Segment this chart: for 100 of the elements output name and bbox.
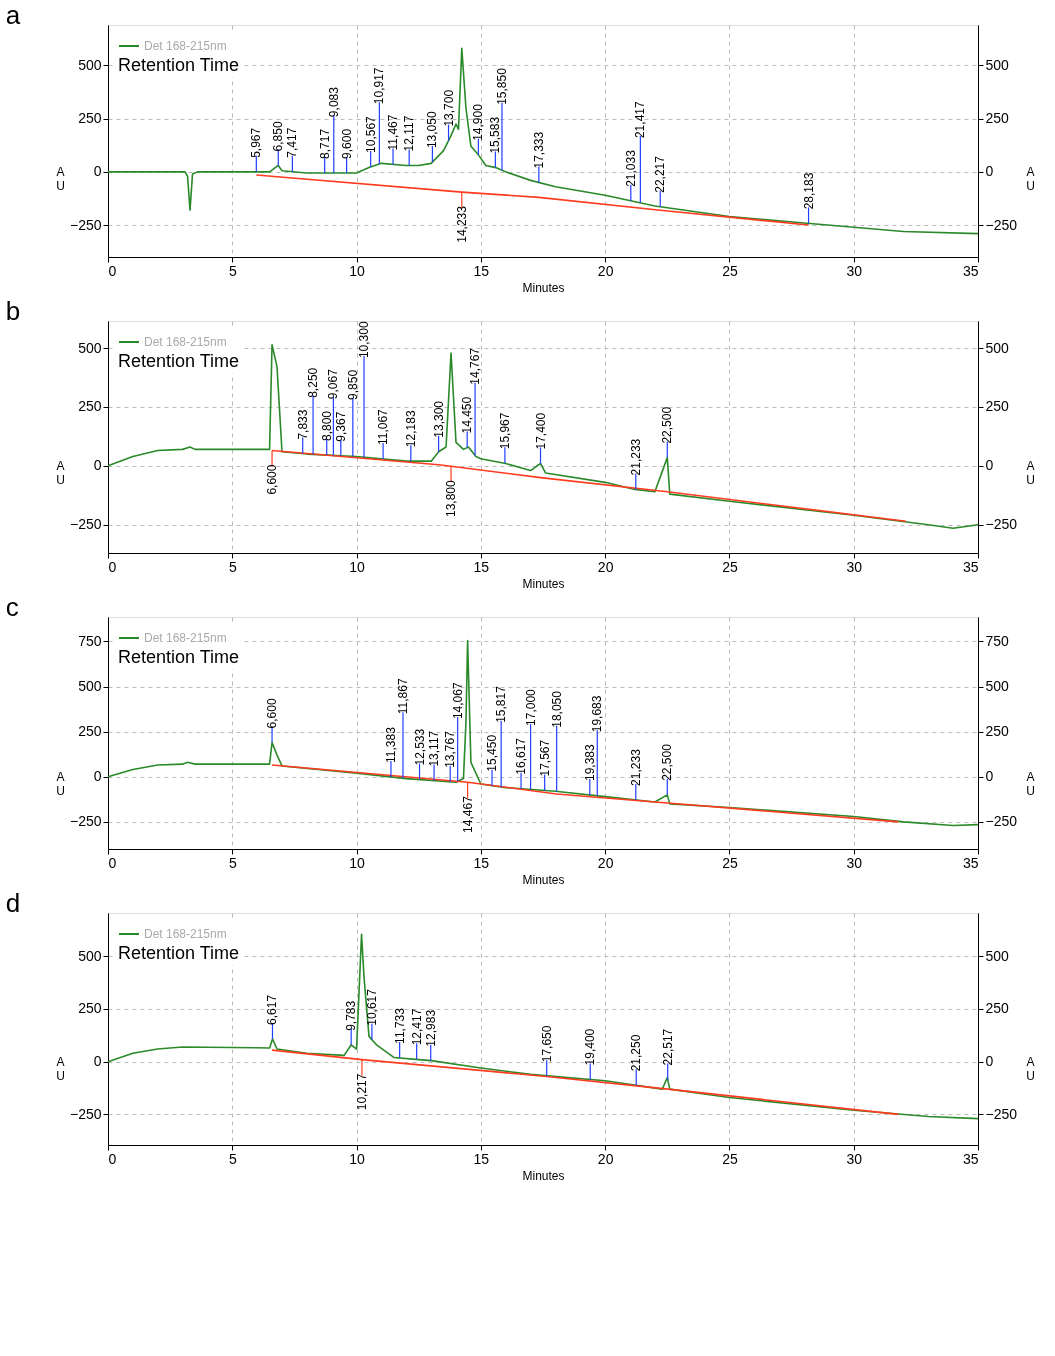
y2-tick-label: 500 xyxy=(985,947,1010,964)
x-tick-label: 20 xyxy=(597,854,614,871)
x-tick-label: 25 xyxy=(722,558,738,575)
x-tick-label: 30 xyxy=(846,262,863,279)
x-tick-label: 5 xyxy=(228,854,237,871)
y-tick-label: −250 xyxy=(69,216,102,233)
chart-title: d xyxy=(5,888,21,918)
x-tick-label: 25 xyxy=(722,1150,738,1167)
y-axis-title: A U xyxy=(56,1055,65,1084)
x-tick-label: 5 xyxy=(228,1150,237,1167)
x-axis-title: Minutes xyxy=(522,872,565,887)
y-tick-label: 500 xyxy=(78,678,102,695)
y-tick-label: 250 xyxy=(78,110,102,127)
y-tick-label: −250 xyxy=(69,813,102,830)
annotation: 22,217 xyxy=(653,155,668,193)
y2-tick-label: 750 xyxy=(985,632,1010,649)
annotation: 10,567 xyxy=(363,115,378,153)
y-axis-title: A U xyxy=(56,165,65,194)
annotation: 12,417 xyxy=(409,1008,424,1046)
annotation: 21,250 xyxy=(629,1034,644,1072)
y2-axis-title: A U xyxy=(1026,459,1035,488)
chart-title: a xyxy=(5,0,21,30)
x-tick-label: 35 xyxy=(962,262,979,279)
y-axis-title: A U xyxy=(56,770,65,799)
y2-tick-label: 250 xyxy=(985,1000,1010,1017)
x-tick-label: 20 xyxy=(597,558,614,575)
y2-tick-label: −250 xyxy=(985,813,1018,830)
annotation: 9,083 xyxy=(326,86,341,118)
y2-tick-label: 500 xyxy=(985,339,1010,356)
annotation: 8,250 xyxy=(306,367,321,398)
y2-tick-label: 250 xyxy=(985,110,1010,127)
annotation: 17,333 xyxy=(531,131,546,169)
annotation: 19,683 xyxy=(590,695,605,733)
x-tick-label: 0 xyxy=(108,854,117,871)
legend-label: Det 168-215nm xyxy=(144,927,227,941)
annotation: 13,700 xyxy=(441,89,456,127)
x-tick-label: 35 xyxy=(962,558,979,575)
annotation: 13,767 xyxy=(443,730,458,768)
annotation: 15,967 xyxy=(497,412,512,450)
annotation: 12,533 xyxy=(412,728,427,766)
annotation: 15,850 xyxy=(494,67,509,105)
y2-tick-label: 0 xyxy=(985,768,994,785)
x-tick-label: 25 xyxy=(722,262,738,279)
y2-tick-label: 0 xyxy=(985,1053,994,1070)
y2-tick-label: 250 xyxy=(985,398,1010,415)
y2-tick-label: −250 xyxy=(985,516,1018,533)
annotation: 15,450 xyxy=(485,734,500,772)
x-tick-label: 5 xyxy=(228,558,237,575)
y2-axis-title: A U xyxy=(1026,1055,1035,1084)
annotation: 12,183 xyxy=(403,410,418,448)
x-tick-label: 30 xyxy=(846,1150,863,1167)
legend-title: Retention Time xyxy=(118,647,240,667)
annotation: 14,450 xyxy=(460,396,475,434)
annotation: 22,500 xyxy=(660,743,675,781)
x-tick-label: 15 xyxy=(473,1150,490,1167)
annotation: 8,717 xyxy=(317,128,332,159)
annotation: 14,767 xyxy=(468,347,483,385)
annotation: 6,617 xyxy=(265,994,280,1025)
x-axis-title: Minutes xyxy=(522,576,565,591)
y-tick-label: 0 xyxy=(93,768,102,785)
annotation: 13,050 xyxy=(425,111,440,149)
annotation: 16,617 xyxy=(514,737,529,775)
y-tick-label: 750 xyxy=(78,632,102,649)
annotation: 11,067 xyxy=(376,408,391,446)
annotation: 9,850 xyxy=(345,369,360,400)
y2-axis-title: A U xyxy=(1026,165,1035,194)
annotation: 9,067 xyxy=(326,368,341,400)
x-tick-label: 30 xyxy=(846,558,863,575)
x-tick-label: 35 xyxy=(962,1150,979,1167)
annotation: 11,867 xyxy=(395,678,410,715)
annotation: 5,967 xyxy=(249,127,264,158)
x-tick-label: 0 xyxy=(108,262,117,279)
annotation: 21,233 xyxy=(628,748,643,786)
legend-label: Det 168-215nm xyxy=(144,631,227,645)
y2-tick-label: 500 xyxy=(985,56,1010,73)
legend-title: Retention Time xyxy=(118,943,240,963)
annotation: 14,900 xyxy=(471,103,486,141)
annotation: 17,567 xyxy=(537,739,552,777)
y2-tick-label: 0 xyxy=(985,457,994,474)
x-tick-label: 35 xyxy=(962,854,979,871)
y2-tick-label: 500 xyxy=(985,678,1010,695)
annotation: 6,600 xyxy=(265,698,280,729)
annotation: 10,300 xyxy=(357,321,372,359)
annotation: 17,000 xyxy=(523,688,538,726)
annotation: 13,117 xyxy=(427,730,442,767)
x-tick-label: 15 xyxy=(473,262,490,279)
annotation: 11,733 xyxy=(392,1007,407,1044)
annotation: 6,600 xyxy=(265,464,280,495)
x-tick-label: 10 xyxy=(349,558,366,575)
legend-label: Det 168-215nm xyxy=(144,335,227,349)
annotation: 13,300 xyxy=(431,400,446,438)
annotation: 21,233 xyxy=(628,438,643,476)
y-tick-label: 0 xyxy=(93,457,102,474)
x-tick-label: 25 xyxy=(722,854,738,871)
x-tick-label: 0 xyxy=(108,558,117,575)
y-tick-label: 500 xyxy=(78,947,102,964)
annotation: 17,400 xyxy=(533,412,548,450)
annotation: 22,517 xyxy=(660,1028,675,1066)
annotation: 10,217 xyxy=(354,1073,369,1111)
annotation: 11,383 xyxy=(383,726,398,763)
